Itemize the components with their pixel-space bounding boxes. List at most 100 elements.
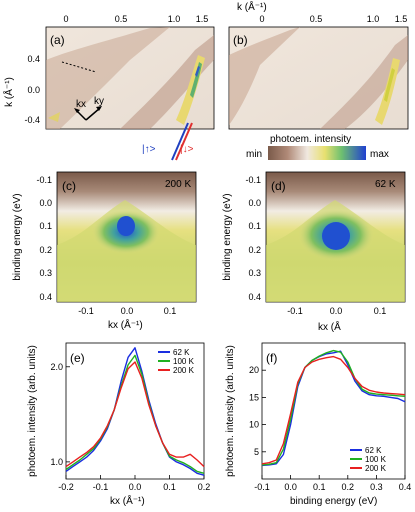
middle-c-xticks: -0.1 0.0 0.1: [78, 306, 176, 316]
chart-f-xlabel: binding energy (eV): [290, 496, 377, 507]
c-ytick-1: 0.0: [39, 198, 52, 208]
chart-f: (f) photoem. intensity (arb. units) bind…: [225, 342, 412, 507]
top-ytick-1: 0.0: [27, 85, 40, 95]
colorbar-min: min: [246, 149, 262, 160]
top-xtick-b0: 0: [259, 14, 264, 24]
chart-f-ylabel: photoem. intensity (arb. units): [225, 345, 236, 477]
temp-c-label: 200 K: [165, 179, 191, 190]
colorbar-title: photoem. intensity: [270, 134, 351, 145]
chart-e-legend-label: 100 K: [173, 357, 195, 366]
kxky-axes-icon: [74, 106, 102, 121]
chart-f-xtick-label: 0.0: [284, 482, 297, 492]
chart-f-series-200k: [261, 355, 406, 465]
d-xtick-0: -0.1: [287, 306, 303, 316]
d-ytick-0: -0.1: [245, 175, 261, 185]
c-xtick-0: -0.1: [78, 306, 94, 316]
spin-channel-lines: [171, 122, 193, 161]
chart-f-ytick-label: 10: [249, 420, 259, 430]
c-xtick-1: 0.0: [121, 306, 134, 316]
chart-f-series-100k: [261, 349, 406, 466]
d-xlabel: kx (Å: [318, 320, 341, 333]
chart-f-ytick-label: 15: [249, 392, 259, 402]
top-xticks-b: 0 0.5 1.0 1.5: [259, 14, 407, 24]
chart-e-xtick-label: 0.2: [198, 482, 211, 492]
top-xtick-b2: 1.0: [367, 14, 380, 24]
top-xtick-b1: 0.5: [310, 14, 323, 24]
chart-f-xtick-label: 0.4: [399, 482, 412, 492]
d-ytick-5: 0.4: [248, 292, 261, 302]
c-ytick-2: 0.1: [39, 221, 52, 231]
c-ytick-0: -0.1: [36, 175, 52, 185]
chart-e-ylabel: photoem. intensity (arb. units): [27, 345, 38, 477]
chart-f-xtick-label: -0.1: [254, 482, 270, 492]
middle-c-ylabel: binding energy (eV): [12, 193, 23, 280]
chart-f-panel-label: (f): [266, 351, 277, 365]
d-ytick-2: 0.1: [248, 221, 261, 231]
d-ytick-1: 0.0: [248, 198, 261, 208]
c-ytick-5: 0.4: [39, 292, 52, 302]
kx-arrow-label: kx: [76, 99, 86, 110]
chart-f-xtick-label: 0.2: [342, 482, 355, 492]
c-xtick-2: 0.1: [164, 306, 177, 316]
map-d: (d) 62 K: [265, 171, 406, 303]
c-xlabel: kx (Å⁻¹): [108, 318, 143, 331]
panel-c-label: (c): [62, 179, 76, 193]
chart-e-xtick-label: 0.1: [163, 482, 176, 492]
d-xtick-2: 0.1: [374, 306, 387, 316]
top-xtick-b3: 1.5: [395, 14, 408, 24]
chart-f-frame: [261, 342, 406, 480]
top-ytick-0: 0.4: [27, 54, 40, 64]
top-xtick-2: 1.0: [168, 14, 181, 24]
d-ytick-4: 0.3: [248, 268, 261, 278]
chart-f-ytick-label: 20: [249, 365, 259, 375]
middle-d-ylabel: binding energy (eV): [222, 193, 233, 280]
top-xtick-3: 1.5: [196, 14, 209, 24]
c-ytick-4: 0.3: [39, 268, 52, 278]
chart-e-series-100k: [65, 354, 205, 474]
chart-f-xtick-label: 0.1: [313, 482, 326, 492]
chart-f-legend-label: 200 K: [365, 464, 387, 473]
chart-f-legend-label: 62 K: [365, 446, 382, 455]
c-ytick-3: 0.2: [39, 245, 52, 255]
chart-e-xlabel: kx (Å⁻¹): [110, 494, 145, 507]
temp-d-label: 62 K: [375, 179, 396, 190]
middle-c-yticks: -0.1 0.0 0.1 0.2 0.3 0.4: [36, 175, 52, 302]
panel-d-label: (d): [271, 179, 286, 193]
panel-a-label: (a): [50, 33, 65, 47]
colorbar: [268, 146, 366, 160]
chart-e-series-62k: [65, 347, 205, 476]
top-xtick-1: 0.5: [115, 14, 128, 24]
top-xticks-a: 0 0.5 1.0 1.5: [63, 14, 208, 24]
chart-e-series-200k: [65, 361, 205, 468]
chart-e-xtick-label: -0.2: [58, 482, 74, 492]
panel-b-label: (b): [233, 33, 248, 47]
top-xtick-0: 0: [63, 14, 68, 24]
colorbar-max: max: [370, 149, 389, 160]
chart-e-legend-label: 200 K: [173, 366, 195, 375]
chart-e-ytick-label: 2.0: [50, 362, 63, 372]
map-b: (b): [228, 26, 409, 130]
map-a: (a) kx ky: [45, 26, 215, 130]
chart-f-ytick-label: 5: [254, 447, 259, 457]
chart-f-legend-label: 100 K: [365, 455, 387, 464]
chart-f-xtick-label: 0.3: [370, 482, 383, 492]
d-ytick-3: 0.2: [248, 245, 261, 255]
middle-d-xticks: -0.1 0.0 0.1: [287, 306, 386, 316]
middle-d-yticks: -0.1 0.0 0.1 0.2 0.3 0.4: [245, 175, 261, 302]
chart-e-xtick-label: 0.0: [129, 482, 142, 492]
chart-e-xtick-label: -0.1: [93, 482, 109, 492]
d-xtick-1: 0.0: [330, 306, 343, 316]
top-xaxis-label: k (Å⁻¹): [237, 0, 267, 13]
spin-up-label: |↑>: [142, 144, 156, 155]
top-ylabel: k (Å⁻¹): [2, 77, 15, 107]
map-c: (c) 200 K: [56, 171, 197, 303]
chart-e-legend-label: 62 K: [173, 348, 190, 357]
chart-e-ytick-label: 1.0: [50, 457, 63, 467]
spin-down-label: |↓>: [180, 144, 194, 155]
top-ytick-2: -0.4: [24, 115, 40, 125]
chart-e-panel-label: (e): [70, 351, 85, 365]
ky-arrow-label: ky: [94, 96, 104, 107]
chart-f-series-62k: [261, 350, 406, 467]
chart-e: (e) photoem. intensity (arb. units) kx (…: [27, 342, 211, 507]
